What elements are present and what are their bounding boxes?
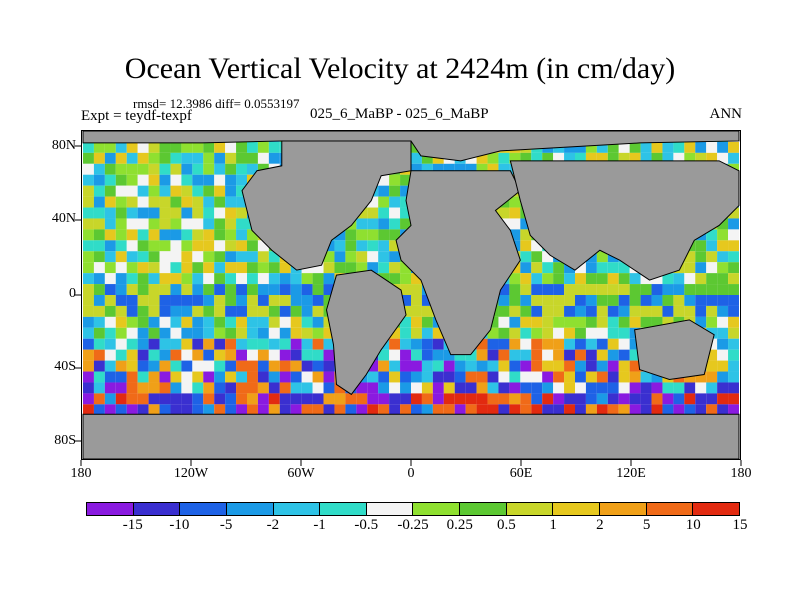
lat-label-40n: 40N xyxy=(51,211,76,226)
lat-label-40s: 40S xyxy=(54,359,76,374)
colorbar-label: 0.5 xyxy=(497,517,516,533)
land-mass xyxy=(395,170,521,356)
subtitle: 025_6_MaBP - 025_6_MaBP xyxy=(310,106,489,122)
colorbar-swatch xyxy=(273,503,321,515)
stats-text: rmsd= 12.3986 diff= 0.0553197 xyxy=(133,96,300,111)
land-mass xyxy=(241,140,412,271)
colorbar-label: -0.5 xyxy=(354,517,379,533)
lon-label-180e: 180 xyxy=(730,466,752,481)
colorbar-swatch xyxy=(180,503,227,515)
colorbar-swatch xyxy=(413,503,461,515)
lon-label-60w: 60W xyxy=(287,466,315,481)
colorbar-label: -1 xyxy=(313,517,326,533)
season-label: ANN xyxy=(709,106,743,122)
colorbar-label: 0.25 xyxy=(446,517,473,533)
colorbar-label: 15 xyxy=(732,517,748,533)
colorbar-label: 2 xyxy=(596,517,604,533)
land-mass xyxy=(634,319,715,380)
colorbar-swatch xyxy=(600,503,647,515)
colorbar-label: -5 xyxy=(219,517,233,533)
experiment-label: Expt = teydf-texpf xyxy=(81,108,192,124)
lat-label-80s: 80S xyxy=(54,433,76,448)
colorbar-label: 5 xyxy=(642,517,651,533)
colorbar-label: -10 xyxy=(169,517,190,533)
colorbar-label: 10 xyxy=(685,517,701,533)
colorbar-swatch xyxy=(693,503,740,515)
map-panel xyxy=(81,130,741,460)
colorbar-swatch xyxy=(320,503,367,515)
plot-title: Ocean Vertical Velocity at 2424m (in cm/… xyxy=(124,52,676,85)
colorbar-label: -0.25 xyxy=(397,517,429,533)
colorbar-label: -2 xyxy=(266,517,280,533)
land-mass xyxy=(82,413,740,459)
land-mass xyxy=(326,269,407,396)
lon-label-120w: 120W xyxy=(173,466,209,481)
colorbar-swatch xyxy=(226,503,274,515)
lon-label-60e: 60E xyxy=(509,466,533,481)
colorbar-swatch xyxy=(553,503,601,515)
lon-label-120e: 120E xyxy=(616,466,646,481)
land-mass xyxy=(82,131,740,162)
colorbar xyxy=(86,502,740,516)
colorbar-swatch xyxy=(86,503,134,515)
lat-label-0: 0 xyxy=(69,286,76,301)
colorbar-swatch xyxy=(366,503,414,515)
colorbar-swatch xyxy=(460,503,507,515)
land-mass xyxy=(509,160,740,281)
colorbar-label: -15 xyxy=(122,517,143,533)
lon-label-0: 0 xyxy=(407,466,415,481)
colorbar-swatch xyxy=(646,503,694,515)
lat-label-80n: 80N xyxy=(51,138,76,153)
colorbar-label: 1 xyxy=(549,517,557,533)
colorbar-swatch xyxy=(133,503,181,515)
ocean-velocity-map xyxy=(82,131,740,459)
lon-label-180w: 180 xyxy=(70,466,92,481)
colorbar-swatch xyxy=(506,503,554,515)
land-masses xyxy=(82,131,740,459)
